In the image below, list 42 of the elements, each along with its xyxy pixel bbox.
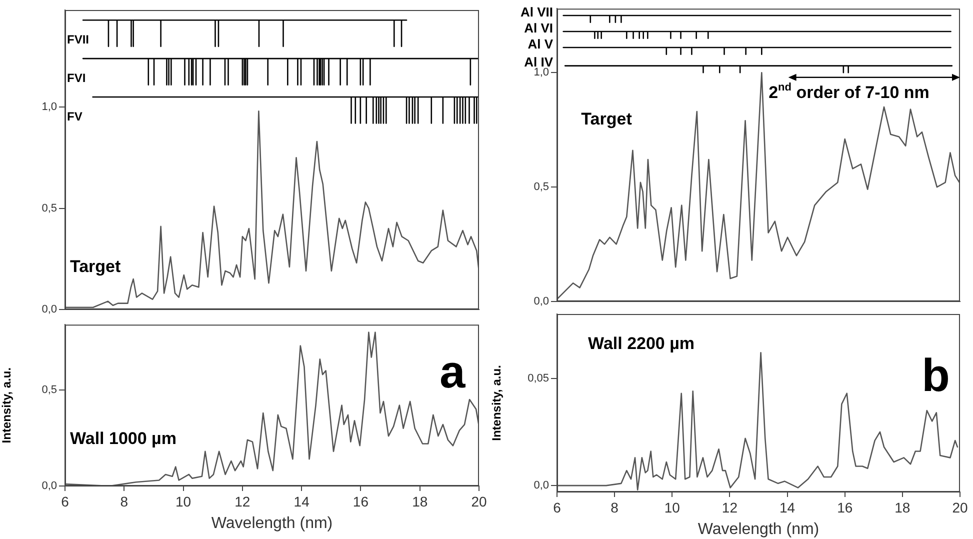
x-tick-label: 12 — [234, 493, 250, 510]
x-tick-label: 16 — [837, 499, 853, 516]
x-tick-label: 18 — [894, 499, 910, 516]
annotation: Target — [581, 110, 632, 129]
x-tick-label: 8 — [610, 499, 619, 516]
annotation: b — [922, 348, 950, 401]
annotation: a — [440, 345, 466, 398]
series-label: FVI — [67, 70, 86, 85]
x-tick-label: 14 — [779, 499, 796, 516]
x-tick-label: 10 — [175, 493, 192, 510]
y-tick-label: 0,0 — [42, 303, 57, 316]
x-axis-title: Wavelength (nm) — [211, 514, 333, 532]
y-axis-title: Intensity, a.u. — [490, 365, 504, 441]
x-tick-label: 20 — [952, 499, 968, 516]
y-tick-label: 0,5 — [42, 384, 57, 396]
y-tick-label: 0,0 — [42, 480, 57, 492]
y-tick-label: 0,0 — [534, 480, 549, 492]
x-tick-label: 18 — [412, 493, 428, 510]
series-label: Al VI — [524, 20, 554, 36]
x-tick-label: 8 — [120, 493, 128, 510]
y-tick-label: 0,5 — [42, 202, 57, 214]
x-tick-label: 12 — [722, 499, 738, 516]
annotation: Target — [70, 257, 121, 276]
x-axis-title: Wavelength (nm) — [698, 520, 820, 538]
x-tick-label: 6 — [553, 499, 562, 516]
series-label: Al V — [528, 36, 554, 52]
series-label: FVII — [67, 32, 90, 46]
y-tick-label: 0,0 — [534, 295, 549, 308]
y-tick-label: 1,0 — [42, 101, 57, 114]
x-tick-label: 20 — [471, 493, 487, 510]
y-tick-label: 0,5 — [534, 181, 549, 194]
annotation: Wall 2200 µm — [588, 334, 695, 353]
x-tick-label: 6 — [61, 493, 70, 510]
y-axis-title: Intensity, a.u. — [0, 367, 14, 444]
x-tick-label: 10 — [664, 499, 680, 516]
x-tick-label: 14 — [294, 493, 310, 510]
y-tick-label: 1,0 — [534, 66, 549, 79]
series-label: FV — [67, 109, 82, 124]
series-label: Al VII — [520, 4, 554, 20]
y-tick-label: 0,05 — [528, 372, 549, 384]
x-tick-label: 16 — [352, 493, 369, 510]
annotation: Wall 1000 µm — [70, 428, 176, 448]
